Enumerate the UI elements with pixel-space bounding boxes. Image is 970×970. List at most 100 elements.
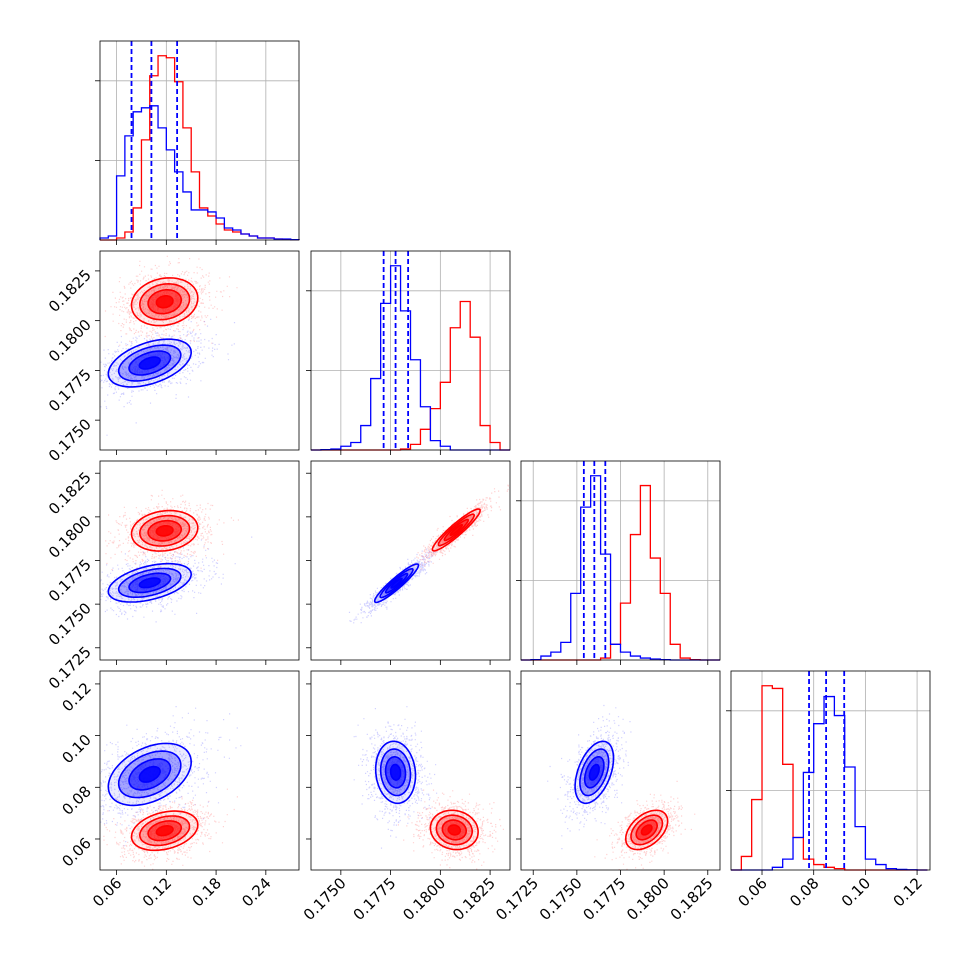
y-tick-label: 0.1825 [45, 468, 95, 518]
scatter-points-blue [100, 706, 242, 847]
x-tick-label: 0.1725 [492, 874, 542, 924]
panel-content [547, 704, 696, 870]
contour-red [429, 809, 479, 851]
panel-background [731, 671, 930, 870]
contour-blue [117, 750, 182, 799]
contour-red [441, 819, 467, 841]
contour-blue [373, 563, 420, 604]
density-level-blue [391, 578, 402, 588]
contour-blue [389, 763, 402, 781]
contour-blue [384, 756, 407, 789]
contour-blue [384, 572, 409, 594]
y-tick-label: 0.1800 [45, 316, 95, 366]
contour-blue [107, 562, 193, 603]
panel-content [100, 706, 242, 870]
density-level-blue [390, 764, 401, 781]
contour-red [155, 525, 174, 537]
x-tick-label: 0.1750 [536, 874, 586, 924]
x-tick-label: 0.06 [734, 874, 770, 910]
panel-frame [99, 40, 300, 241]
histogram-panel-2 [516, 460, 721, 661]
histogram-blue [99, 105, 300, 241]
x-tick-label: 0.1800 [623, 874, 673, 924]
x-tick-label: 0.10 [838, 874, 874, 910]
contour-blue [379, 568, 414, 599]
density-level-red [448, 825, 461, 835]
contour-red [130, 277, 199, 327]
panel-frame [310, 670, 511, 871]
contour-red [138, 282, 191, 321]
contour-blue [374, 740, 417, 805]
contour-red [630, 814, 664, 846]
y-tick-label: 0.1825 [45, 266, 95, 316]
y-tick-label: 0.1800 [45, 512, 95, 562]
histogram-panel-3 [726, 670, 931, 871]
grid [311, 251, 510, 450]
contour-red [147, 820, 182, 842]
contour-blue [583, 756, 605, 789]
x-tick-label: 0.08 [786, 874, 822, 910]
contour-red [155, 825, 174, 837]
contour-red [635, 819, 659, 841]
contour-blue [117, 567, 182, 598]
contour-blue [138, 577, 161, 589]
density-level-red [156, 295, 173, 308]
x-tick-label: 0.12 [890, 874, 926, 910]
scatter-panel-3-1 [306, 670, 511, 875]
contour-blue [117, 344, 182, 382]
scatter-points-blue [100, 536, 253, 623]
x-tick-label: 0.1800 [399, 874, 449, 924]
scatter-panel-1-0 [95, 250, 300, 455]
y-tick-label: 0.06 [58, 834, 94, 870]
contour-red [138, 514, 191, 547]
contour-red [147, 289, 183, 315]
panel-content [100, 255, 238, 436]
contour-blue [379, 748, 412, 797]
panel-frame [310, 250, 511, 451]
contour-blue [128, 572, 172, 594]
scatter-panel-2-0 [95, 460, 300, 665]
x-tick-label: 0.1825 [667, 874, 717, 924]
contour-red [155, 295, 174, 309]
contour-red [640, 824, 653, 836]
histogram-blue [731, 695, 928, 871]
histogram-panel-1 [306, 250, 511, 451]
panel-content [348, 484, 510, 624]
panel-background [100, 251, 299, 450]
scatter-panel-3-0 [95, 670, 300, 875]
panel-background [100, 461, 299, 660]
y-tick-label: 0.1750 [45, 599, 95, 649]
y-tick-label: 0.1775 [45, 366, 95, 416]
scatter-panel-2-1 [306, 460, 511, 665]
x-tick-label: 0.1775 [350, 874, 400, 924]
contour-red [431, 508, 481, 552]
histogram-panel-0 [95, 40, 300, 241]
contour-blue [138, 356, 161, 370]
contour-red [447, 824, 461, 836]
x-tick-label: 0.24 [238, 874, 274, 910]
contour-red [139, 815, 191, 847]
contour-blue [390, 577, 403, 589]
scatter-points-red [100, 489, 239, 578]
x-tick-label: 0.18 [189, 874, 225, 910]
panel-content [353, 706, 504, 870]
panel-frame [730, 670, 931, 871]
contour-blue [128, 758, 172, 791]
contour-blue [128, 350, 172, 376]
x-tick-label: 0.1775 [579, 874, 629, 924]
y-tick-label: 0.1775 [45, 556, 95, 606]
scatter-panel-3-2 [516, 670, 721, 875]
density-level-red [450, 524, 463, 536]
contour-red [437, 513, 476, 547]
contour-blue [107, 742, 193, 807]
x-tick-label: 0.12 [139, 874, 175, 910]
panel-frame [99, 250, 300, 451]
panel-background [521, 671, 720, 870]
panel-frame [99, 670, 300, 871]
contour-red [625, 809, 669, 851]
contour-blue [579, 748, 610, 797]
panel-content [100, 489, 253, 623]
y-tick-label: 0.1750 [45, 415, 95, 465]
contour-red [435, 814, 473, 846]
